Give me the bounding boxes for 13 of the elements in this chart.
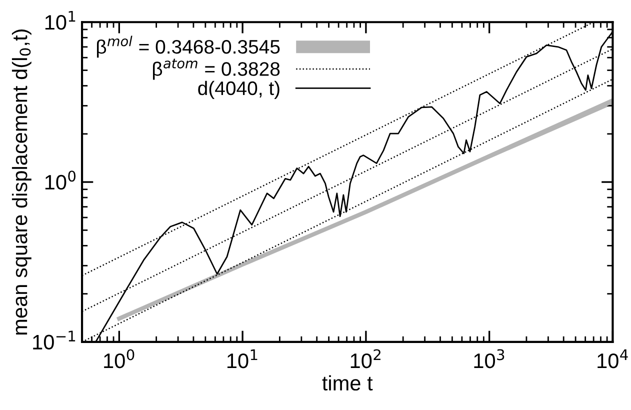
y-tick-label: 10$^{−1}$ — [33, 330, 76, 350]
legend-label: β$^{atom}$ = 0.3828 — [152, 58, 280, 80]
x-tick-label: 10$^{3}$ — [474, 349, 504, 368]
legend-label: d(4040, t) — [198, 80, 280, 99]
y-axis-title: mean square displacement d(l$_{0}$,t) — [12, 30, 32, 335]
x-tick-label: 10$^{2}$ — [350, 349, 380, 368]
x-tick-label: 10$^{0}$ — [104, 349, 134, 368]
y-tick-label: 10$^{0}$ — [45, 170, 76, 190]
x-tick-label: 10$^{4}$ — [598, 349, 628, 368]
legend-label: β$^{mol}$ = 0.3468-0.3545 — [96, 36, 280, 58]
x-tick-label: 10$^{1}$ — [227, 349, 258, 368]
x-axis-title: time t — [322, 375, 373, 391]
y-tick-label: 10$^{1}$ — [45, 10, 76, 30]
